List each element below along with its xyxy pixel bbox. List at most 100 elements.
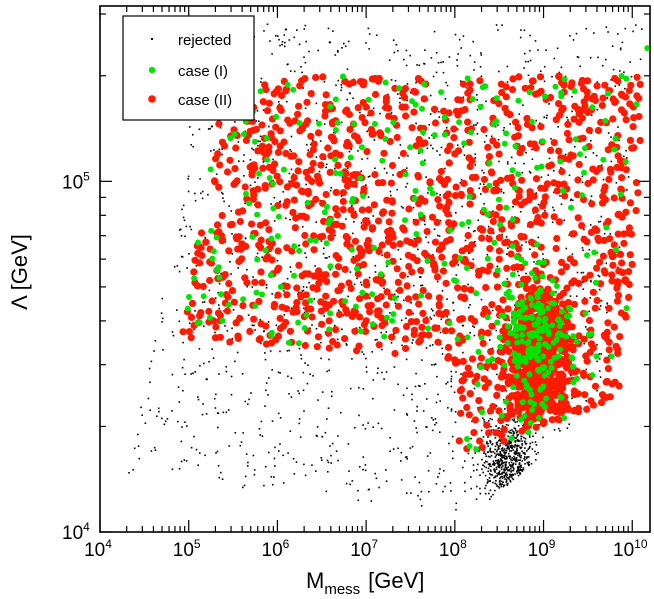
case-ii-point [202,238,210,246]
case-i-point [557,346,564,353]
case-ii-point [383,196,391,204]
case-ii-point [325,344,333,352]
rejected-point [415,372,417,375]
rejected-point [574,145,576,148]
case-ii-point [515,73,523,81]
rejected-point [485,455,487,457]
rejected-point [341,328,343,331]
rejected-point [215,452,217,454]
case-ii-point [341,265,349,273]
rejected-point [588,248,591,251]
case-ii-point [215,183,223,191]
rejected-point [497,447,500,449]
rejected-point [424,49,426,51]
rejected-point [473,61,476,63]
case-ii-point [384,234,393,242]
rejected-point [440,146,443,149]
rejected-point [221,153,224,156]
rejected-point [327,471,329,473]
case-ii-point [346,125,354,134]
rejected-point [483,452,485,454]
case-i-point [511,184,518,191]
rejected-point [457,53,459,55]
rejected-point [513,304,516,307]
case-ii-point [498,216,506,224]
case-ii-point [259,98,267,106]
rejected-point [596,81,599,83]
rejected-point [365,42,367,44]
rejected-point [163,423,166,426]
rejected-point [553,170,555,172]
rejected-point [385,469,387,471]
case-ii-point [298,125,306,133]
rejected-point [141,414,143,416]
rejected-point [180,460,183,463]
rejected-point [336,338,339,341]
case-ii-point [573,191,582,199]
rejected-point [352,232,354,235]
case-ii-point [570,387,578,395]
case-i-point [522,260,529,267]
case-ii-point [425,331,433,339]
rejected-point [474,241,476,243]
case-ii-point [598,199,607,207]
rejected-point [439,154,441,156]
case-i-point [441,131,448,138]
rejected-point [369,175,371,177]
case-ii-point [366,308,374,316]
rejected-point [495,468,498,471]
case-ii-point [529,77,537,85]
case-ii-point [584,108,592,117]
rejected-point [537,451,539,454]
rejected-point [467,227,470,229]
case-ii-point [488,301,496,309]
case-i-point [307,237,313,244]
case-ii-point [458,315,466,323]
rejected-point [323,80,326,83]
rejected-point [558,71,561,74]
rejected-point [639,58,642,61]
rejected-point [340,86,343,89]
rejected-point [516,430,519,433]
case-ii-point [302,240,310,248]
rejected-point [181,426,183,428]
rejected-point [402,207,404,209]
case-i-point [514,339,521,346]
rejected-point [358,414,360,417]
case-i-point [291,243,298,250]
case-ii-point [391,349,399,358]
rejected-point [158,410,160,413]
rejected-point [433,363,435,366]
case-i-point [557,158,564,165]
rejected-point [200,192,202,195]
case-ii-point [553,415,561,423]
case-ii-point [349,78,357,87]
rejected-point [304,24,307,27]
rejected-point [572,199,574,202]
case-ii-point [455,437,463,445]
rejected-point [178,229,181,231]
rejected-point [495,480,497,482]
case-ii-point [282,318,290,327]
rejected-point [492,481,494,484]
rejected-point [522,468,525,471]
rejected-point [463,154,466,156]
rejected-point [341,176,344,178]
rejected-point [441,290,444,292]
rejected-point [510,464,512,466]
case-ii-point [526,140,535,148]
case-i-point [485,358,491,365]
rejected-point [337,51,339,53]
rejected-point [264,465,267,468]
case-ii-point [589,401,598,409]
case-i-point [622,158,629,165]
case-ii-point [306,150,314,159]
rejected-point [329,445,331,447]
rejected-point [202,190,204,193]
rejected-point [501,473,503,475]
rejected-point [476,133,479,135]
rejected-point [401,344,403,347]
rejected-point [513,458,515,460]
rejected-point [516,434,519,436]
rejected-point [386,172,388,174]
